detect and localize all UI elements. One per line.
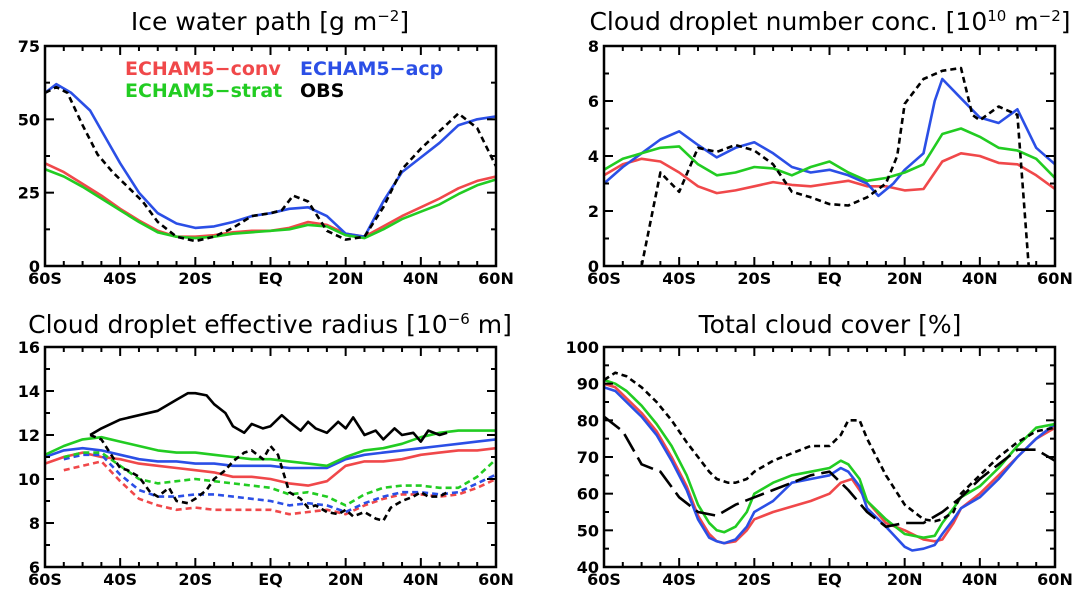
x-tick-label: 40S <box>103 570 137 589</box>
panel-title: Cloud droplet effective radius [10−6 m] <box>28 310 512 339</box>
series-line <box>604 386 1055 552</box>
series-line <box>45 438 496 470</box>
panel-title: Total cloud cover [%] <box>698 310 962 339</box>
y-tick-label: 90 <box>577 375 599 394</box>
y-tick-label: 4 <box>588 147 599 166</box>
series-line <box>89 391 448 443</box>
x-tick-label: 60S <box>587 570 621 589</box>
x-tick-label: 20S <box>737 269 771 288</box>
x-tick-label: 40S <box>662 570 696 589</box>
panel-cdnc: Cloud droplet number conc. [1010 m−2] 0 2 4… <box>587 7 1073 288</box>
title-end: ] <box>399 7 409 36</box>
panel-reff: Cloud droplet effective radius [10−6 m] 6… <box>18 310 514 589</box>
legend-entry: ECHAM5−acp <box>300 58 443 80</box>
y-tick-label: 80 <box>577 411 599 430</box>
y-tick-label: 8 <box>29 514 40 533</box>
panel-title: Cloud droplet number conc. [1010 m−2] <box>589 7 1070 36</box>
title-main: Ice water path [g m <box>131 7 377 36</box>
y-tick-label: 0 <box>588 257 599 276</box>
legend: ECHAM5−conv ECHAM5−acp ECHAM5−strat OBS <box>125 58 443 102</box>
y-tick-label: 25 <box>18 184 40 203</box>
series-line <box>604 415 1055 529</box>
y-tick-label: 12 <box>18 426 40 445</box>
x-tick-label: 60N <box>1037 269 1073 288</box>
x-tick-label: 40N <box>962 269 998 288</box>
x-tick-label: 60S <box>587 269 621 288</box>
legend-entry: ECHAM5−strat <box>125 80 282 102</box>
y-tick-label: 75 <box>18 37 40 56</box>
series-line <box>63 451 496 507</box>
y-tick-label: 2 <box>588 202 599 221</box>
x-tick-label: 40S <box>103 269 137 288</box>
x-tick-label: 20N <box>887 269 923 288</box>
series-line <box>604 127 1055 183</box>
panel-iwp: Ice water path [g m−2] 0 25 50 75 60S 40S 20S EQ… <box>18 7 514 288</box>
y-tick-label: 50 <box>577 521 599 540</box>
series-line <box>45 429 496 468</box>
x-tick-label: 60S <box>28 570 62 589</box>
series-line <box>45 167 496 240</box>
x-tick-label: 20N <box>328 570 364 589</box>
x-tick-label: 20N <box>328 269 364 288</box>
series-line <box>640 66 1030 266</box>
x-tick-label: 60N <box>1037 570 1073 589</box>
title-end-2: ] <box>1061 7 1071 36</box>
y-tick-label: 40 <box>577 558 599 577</box>
series-line <box>604 152 1055 195</box>
series-group <box>604 66 1055 266</box>
x-tick-label: 20N <box>887 570 923 589</box>
y-tick-label: 6 <box>588 92 599 111</box>
y-tick-label: 16 <box>18 338 40 357</box>
x-tick-label: EQ <box>817 269 842 288</box>
x-tick-label: 40N <box>403 570 439 589</box>
x-tick-label: 20S <box>178 570 212 589</box>
title-main: Cloud droplet number conc. [10 <box>589 7 987 36</box>
y-tick-label: 70 <box>577 448 599 467</box>
title-superscript: 10 <box>987 7 1006 25</box>
x-tick-label: 20S <box>178 269 212 288</box>
y-tick-label: 8 <box>588 37 599 56</box>
x-tick-label: 60S <box>28 269 62 288</box>
series-group <box>45 82 496 243</box>
title-main: Cloud droplet effective radius [10 <box>28 310 448 339</box>
y-tick-label: 100 <box>566 338 599 357</box>
x-tick-label: 20S <box>737 570 771 589</box>
x-tick-label: EQ <box>817 570 842 589</box>
y-tick-label: 60 <box>577 485 599 504</box>
x-tick-label: EQ <box>258 269 283 288</box>
x-tick-label: 40N <box>403 269 439 288</box>
y-tick-label: 50 <box>18 110 40 129</box>
title-superscript: −2 <box>377 7 399 25</box>
panel-tcc: Total cloud cover [%] 40 50 60 70 80 90 100 60S 4… <box>566 310 1073 589</box>
panel-title: Ice water path [g m−2] <box>131 7 409 36</box>
y-tick-label: 10 <box>18 470 40 489</box>
x-tick-label: EQ <box>258 570 283 589</box>
title-end: m] <box>470 310 512 339</box>
series-line <box>45 446 496 487</box>
x-tick-label: 60N <box>478 570 514 589</box>
y-tick-label: 6 <box>29 558 40 577</box>
title-end: m <box>1006 7 1038 36</box>
x-tick-label: 40S <box>662 269 696 288</box>
x-tick-label: 60N <box>478 269 514 288</box>
series-line <box>604 77 1055 198</box>
title-superscript-2: −2 <box>1039 7 1061 25</box>
x-tick-label: 40N <box>962 570 998 589</box>
series-line <box>45 82 496 238</box>
title-main: Total cloud cover [%] <box>698 310 962 339</box>
plot-frame <box>602 44 1057 268</box>
series-line <box>45 162 496 238</box>
series-group <box>45 391 496 523</box>
legend-entry: OBS <box>300 80 344 102</box>
series-line <box>45 85 496 243</box>
y-tick-label: 14 <box>18 382 40 401</box>
title-superscript: −6 <box>448 310 470 328</box>
legend-entry: ECHAM5−conv <box>125 58 281 80</box>
series-group <box>604 371 1055 552</box>
y-tick-label: 0 <box>29 257 40 276</box>
